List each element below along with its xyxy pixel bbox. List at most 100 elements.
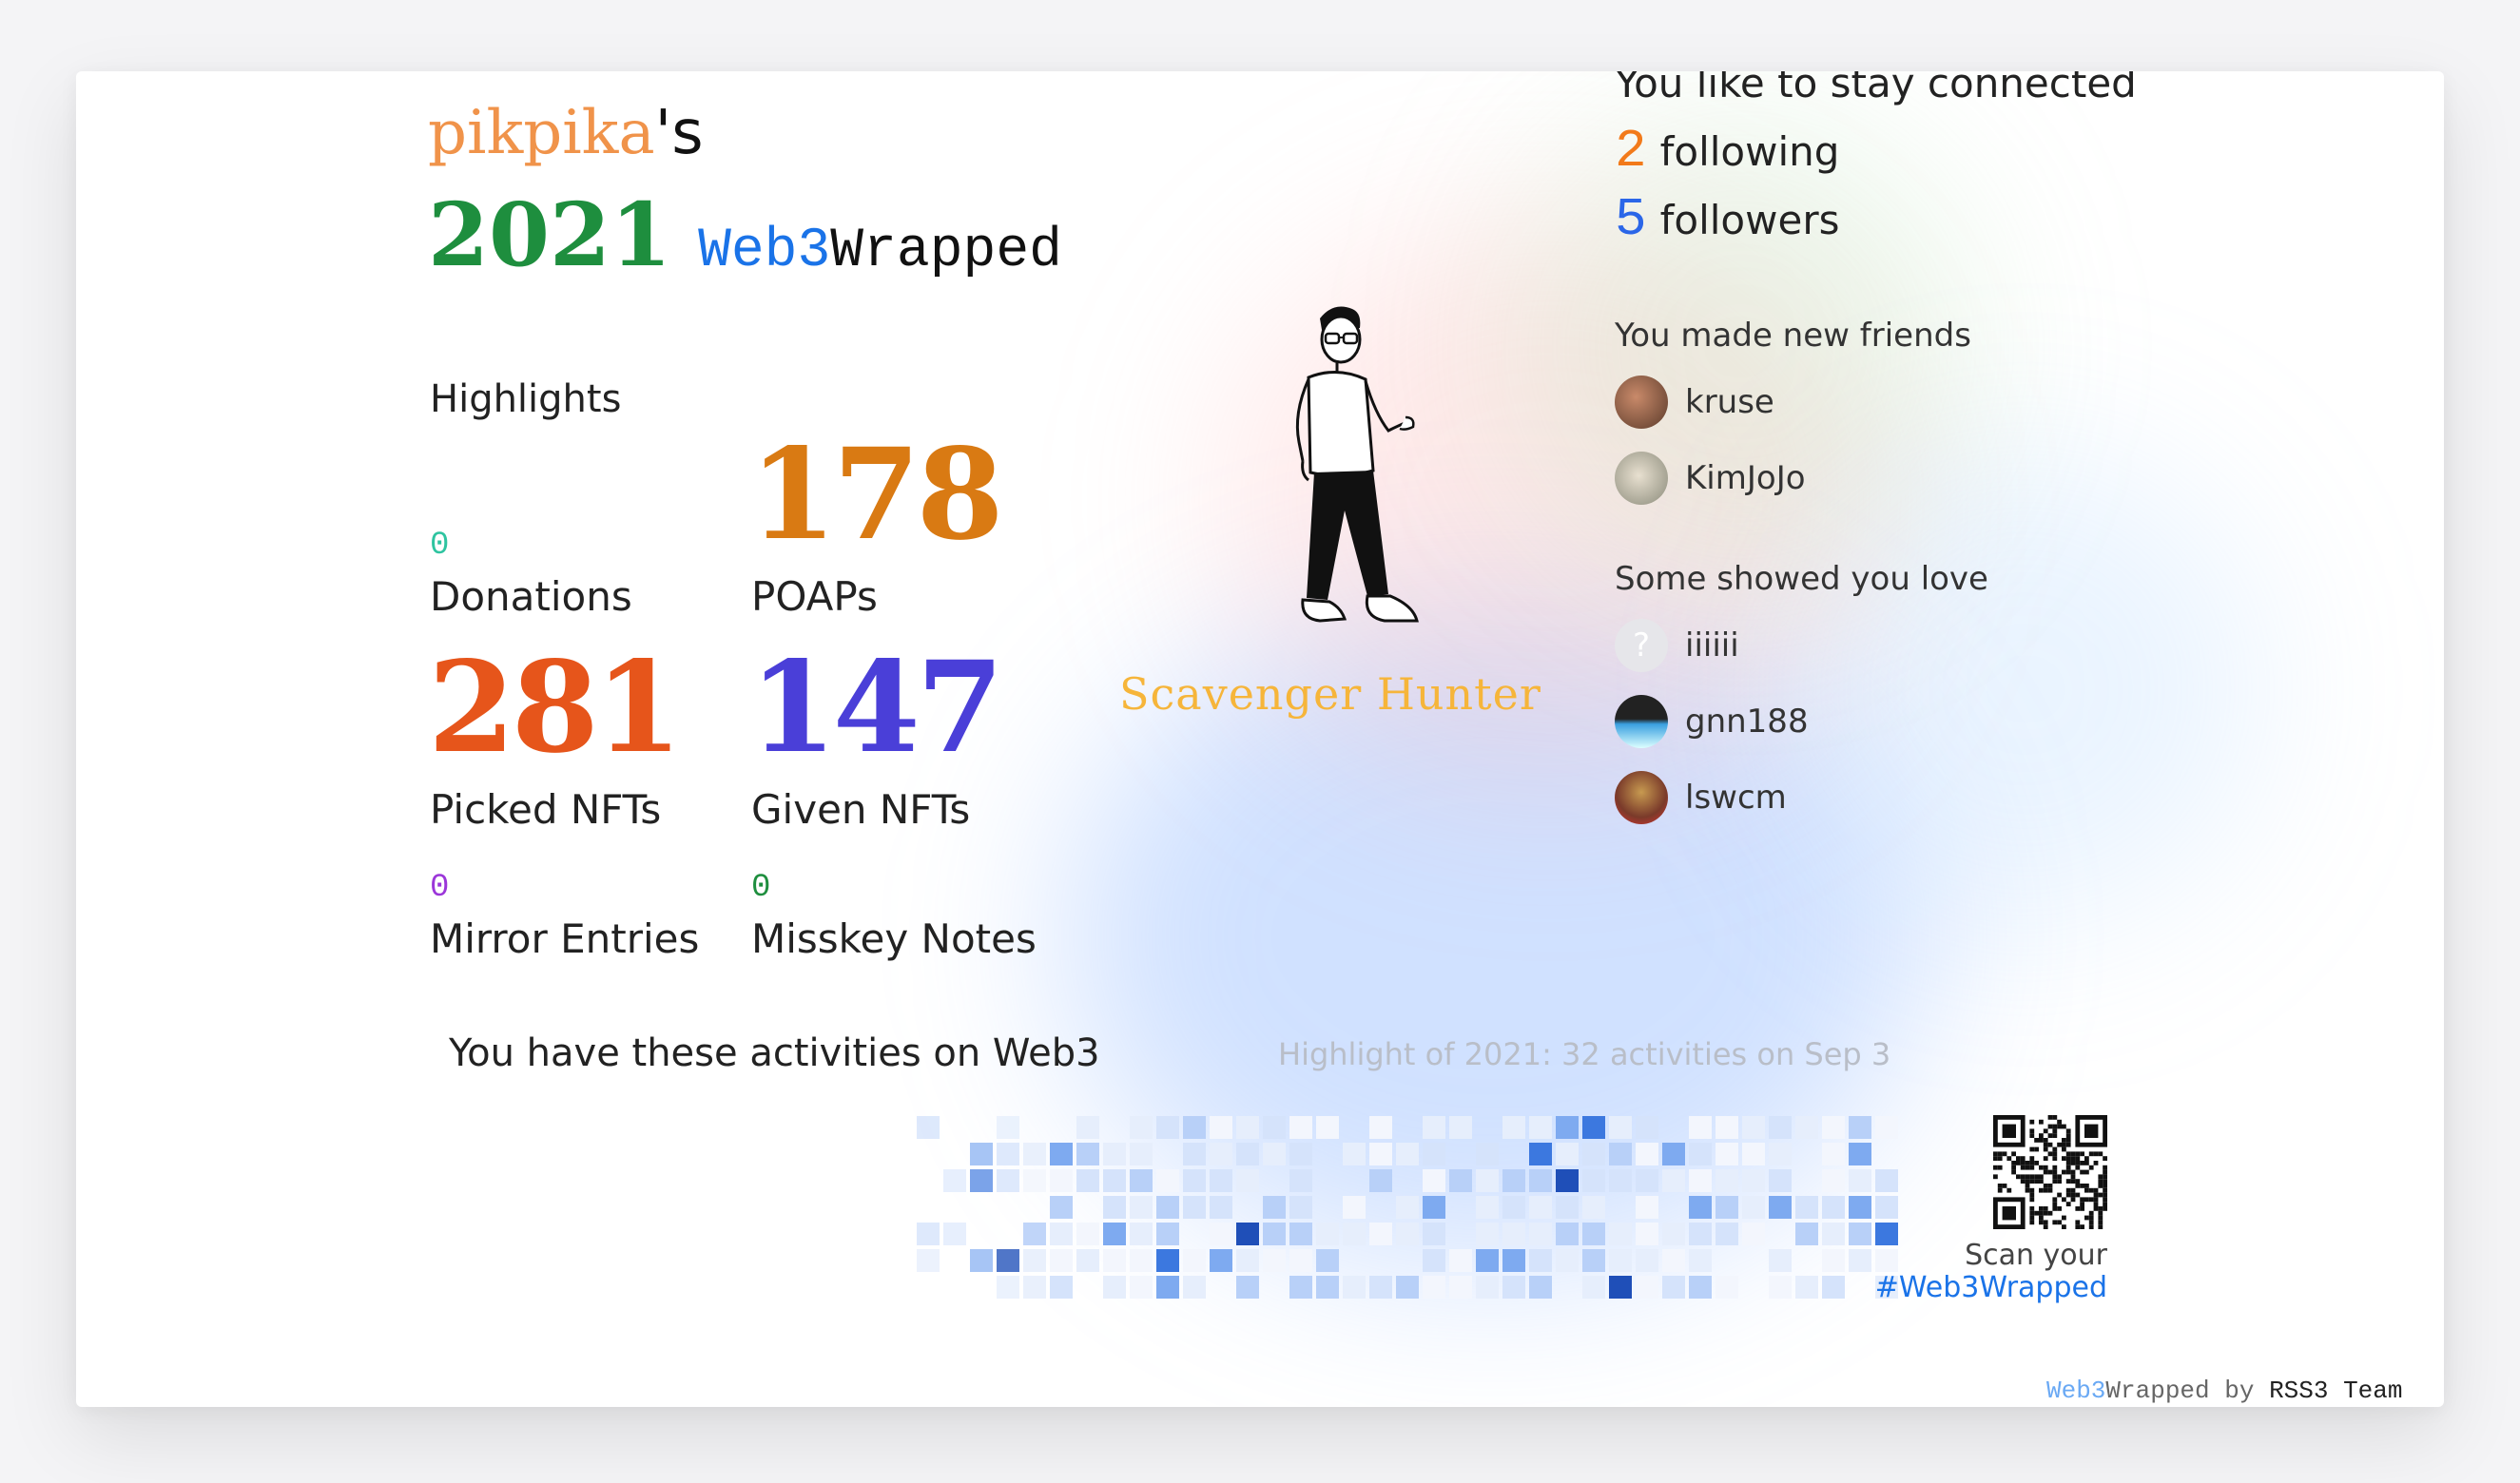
heatmap-cell [1795, 1276, 1818, 1299]
love-item[interactable]: ? iiiiii [1615, 619, 1739, 672]
heatmap-cell [1716, 1169, 1738, 1192]
heatmap-cell [1236, 1143, 1259, 1165]
friend-avatar [1615, 376, 1668, 429]
heatmap-cell [917, 1116, 940, 1139]
heatmap-cell [1369, 1116, 1392, 1139]
heatmap-cell [1769, 1276, 1792, 1299]
heatmap-cell [1769, 1143, 1792, 1165]
credit-team[interactable]: RSS3 Team [2269, 1377, 2403, 1405]
heatmap-cell [1529, 1143, 1552, 1165]
heatmap-cell [1875, 1223, 1898, 1245]
mirror-count: 0 [430, 870, 450, 906]
heatmap-cell [1689, 1223, 1712, 1245]
heatmap-cell [1609, 1223, 1632, 1245]
picked-nfts-label: Picked NFTs [430, 786, 662, 833]
love-name: iiiiii [1685, 626, 1739, 664]
heatmap-cell [1849, 1169, 1871, 1192]
heatmap-cell [1556, 1116, 1579, 1139]
heatmap-cell [1289, 1223, 1312, 1245]
qr-code-icon[interactable] [1993, 1115, 2107, 1229]
heatmap-cell [1662, 1143, 1685, 1165]
heatmap-cell [1183, 1169, 1206, 1192]
love-item[interactable]: gnn188 [1615, 695, 1809, 748]
heatmap-cell [1396, 1143, 1419, 1165]
heatmap-cell [1636, 1143, 1658, 1165]
heatmap-cell [1502, 1223, 1525, 1245]
love-item[interactable]: lswcm [1615, 771, 1787, 824]
heatmap-cell [1183, 1143, 1206, 1165]
picked-nfts-count: 281 [428, 634, 683, 781]
heatmap-cell [1822, 1223, 1845, 1245]
heatmap-cell [1050, 1196, 1073, 1219]
heatmap-cell [1582, 1196, 1605, 1219]
heatmap-cell [1316, 1276, 1339, 1299]
heatmap-cell [1289, 1276, 1312, 1299]
heatmap-cell [1556, 1169, 1579, 1192]
heatmap-cell [1689, 1143, 1712, 1165]
heatmap-cell [1369, 1223, 1392, 1245]
poaps-count: 178 [749, 421, 1004, 568]
mirror-label: Mirror Entries [430, 915, 700, 962]
heatmap-cell [1476, 1223, 1499, 1245]
heatmap-cell [1849, 1196, 1871, 1219]
heatmap-cell [1529, 1276, 1552, 1299]
heatmap-cell [1795, 1223, 1818, 1245]
heatmap-cell [1662, 1276, 1685, 1299]
heatmap-cell [1289, 1249, 1312, 1272]
heatmap-cell [1609, 1116, 1632, 1139]
heatmap-cell [917, 1223, 940, 1245]
heatmap-cell [1050, 1223, 1073, 1245]
heatmap-cell [1289, 1169, 1312, 1192]
heatmap-cell [1742, 1223, 1765, 1245]
heatmap-cell [1343, 1143, 1366, 1165]
heatmap-cell [1263, 1223, 1286, 1245]
following-label: following [1659, 128, 1840, 175]
hashtag-link[interactable]: #Web3Wrapped [1874, 1271, 2107, 1304]
heatmap-cell [997, 1249, 1019, 1272]
heatmap-cell [1023, 1276, 1046, 1299]
followers-row[interactable]: 5 followers [1615, 189, 1839, 250]
love-avatar [1615, 771, 1668, 824]
friend-name: KimJoJo [1685, 459, 1806, 497]
activities-title: You have these activities on Web3 [449, 1031, 1100, 1075]
heatmap-cell [1369, 1143, 1392, 1165]
heatmap-cell [1875, 1249, 1898, 1272]
friend-avatar [1615, 452, 1668, 505]
heatmap-cell [1236, 1116, 1259, 1139]
heatmap-cell [1822, 1116, 1845, 1139]
heatmap-cell [1636, 1223, 1658, 1245]
heatmap-cell [1023, 1223, 1046, 1245]
heatmap-cell [1689, 1249, 1712, 1272]
heatmap-cell [1609, 1143, 1632, 1165]
heatmap-cell [1289, 1143, 1312, 1165]
heatmap-cell [1582, 1276, 1605, 1299]
friend-item[interactable]: kruse [1615, 376, 1774, 429]
heatmap-cell [1822, 1196, 1845, 1219]
heatmap-cell [1423, 1276, 1445, 1299]
friend-name: kruse [1685, 383, 1774, 421]
heatmap-cell [1076, 1116, 1099, 1139]
heatmap-cell [1476, 1249, 1499, 1272]
brand-title: Web3Wrapped [698, 221, 1062, 282]
following-row[interactable]: 2 following [1615, 121, 1839, 182]
heatmap-cell [1316, 1249, 1339, 1272]
username: pikpika [428, 98, 655, 168]
heatmap-cell [1716, 1116, 1738, 1139]
heatmap-cell [1130, 1116, 1153, 1139]
heatmap-cell [1343, 1196, 1366, 1219]
friend-item[interactable]: KimJoJo [1615, 452, 1806, 505]
heatmap-cell [1476, 1276, 1499, 1299]
heatmap-cell [1183, 1196, 1206, 1219]
heatmap-cell [1662, 1169, 1685, 1192]
heatmap-cell [1476, 1169, 1499, 1192]
heatmap-cell [1130, 1169, 1153, 1192]
heatmap-cell [1103, 1143, 1126, 1165]
heatmap-cell [1556, 1196, 1579, 1219]
heatmap-cell [1689, 1116, 1712, 1139]
heatmap-cell [1130, 1249, 1153, 1272]
credit-web3: Web3 [2046, 1377, 2106, 1405]
heatmap-cell [1050, 1143, 1073, 1165]
heatmap-cell [1689, 1276, 1712, 1299]
brand-wrapped: Wrapped [830, 221, 1062, 282]
heatmap-cell [1156, 1249, 1179, 1272]
